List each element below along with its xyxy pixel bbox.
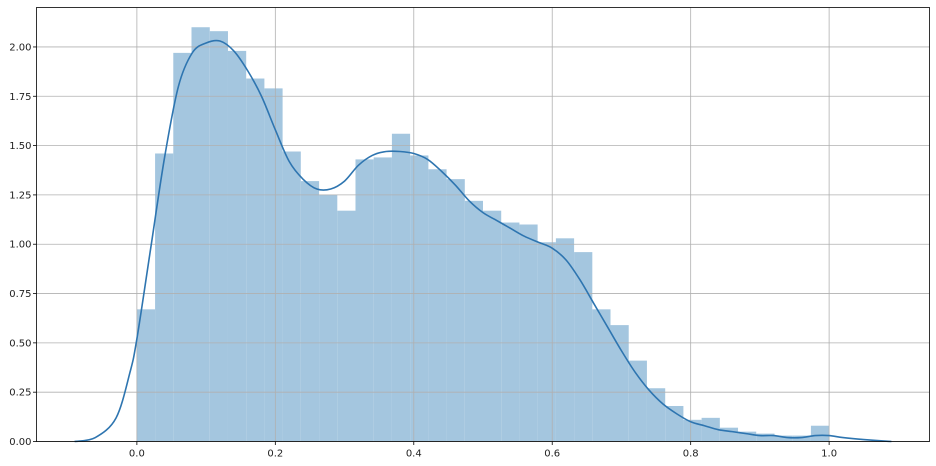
y-tick-label: 1.25: [9, 190, 31, 201]
histogram-bar: [646, 388, 666, 442]
histogram-bar: [446, 179, 465, 442]
histogram-bar: [282, 151, 301, 442]
x-tick-label: 0.0: [129, 449, 145, 460]
x-tick-label: 0.2: [267, 449, 283, 460]
y-tick-label: 0.00: [9, 437, 31, 448]
histogram-bar: [410, 155, 429, 442]
histogram-bar: [355, 159, 374, 442]
y-tick-label: 1.75: [9, 92, 31, 103]
y-tick-label: 1.00: [9, 240, 31, 251]
histogram-bar: [628, 360, 647, 442]
histogram-bar: [428, 169, 447, 442]
histogram-bar: [191, 27, 210, 442]
histogram-bar: [391, 133, 411, 442]
histogram-bar: [246, 78, 265, 442]
histogram-bar: [774, 435, 793, 442]
histogram-bar: [173, 52, 192, 442]
y-tick-label: 0.50: [9, 338, 31, 349]
histogram-bar: [501, 222, 520, 442]
histogram-bar: [738, 431, 757, 442]
histogram-bar: [810, 425, 830, 442]
y-tick-label: 0.25: [9, 388, 31, 399]
histogram-bars: [136, 27, 830, 442]
histogram-bar: [319, 194, 338, 442]
histogram-bar: [756, 433, 775, 442]
histogram-bar: [209, 31, 228, 442]
histogram-bar: [483, 210, 502, 442]
histogram-bar: [792, 435, 811, 442]
histogram-bar: [683, 419, 702, 442]
y-tick-label: 0.75: [9, 289, 31, 300]
x-tick-label: 0.4: [406, 449, 422, 460]
histogram-bar: [373, 157, 392, 442]
x-axis-ticks: 0.0 0.2 0.4 0.6 0.8 1.0: [129, 441, 837, 460]
histogram-bar: [155, 153, 174, 442]
histogram-bar: [574, 252, 593, 442]
kde-curve-layer: [74, 39, 892, 443]
histogram-bar: [464, 200, 483, 442]
y-tick-label: 1.50: [9, 141, 31, 152]
histogram-bar: [227, 50, 247, 442]
histogram-bar: [300, 181, 320, 442]
kde-curve: [74, 39, 892, 443]
histogram-bar: [555, 238, 575, 442]
histogram-bar: [337, 210, 356, 442]
histogram-bar: [592, 309, 611, 442]
histogram-bar: [701, 417, 720, 442]
x-tick-label: 1.0: [821, 449, 837, 460]
histogram-bar: [537, 242, 556, 442]
plot-frame: [36, 7, 930, 442]
x-tick-label: 0.8: [683, 449, 699, 460]
histogram-bar: [519, 224, 538, 442]
histogram-bar: [136, 309, 156, 442]
y-tick-label: 2.00: [9, 42, 31, 53]
y-axis-ticks: 0.00 0.25 0.50 0.75 1.00 1.25 1.50 1.75 2.00: [9, 42, 37, 448]
histogram-bar: [264, 88, 283, 442]
x-tick-label: 0.6: [544, 449, 560, 460]
